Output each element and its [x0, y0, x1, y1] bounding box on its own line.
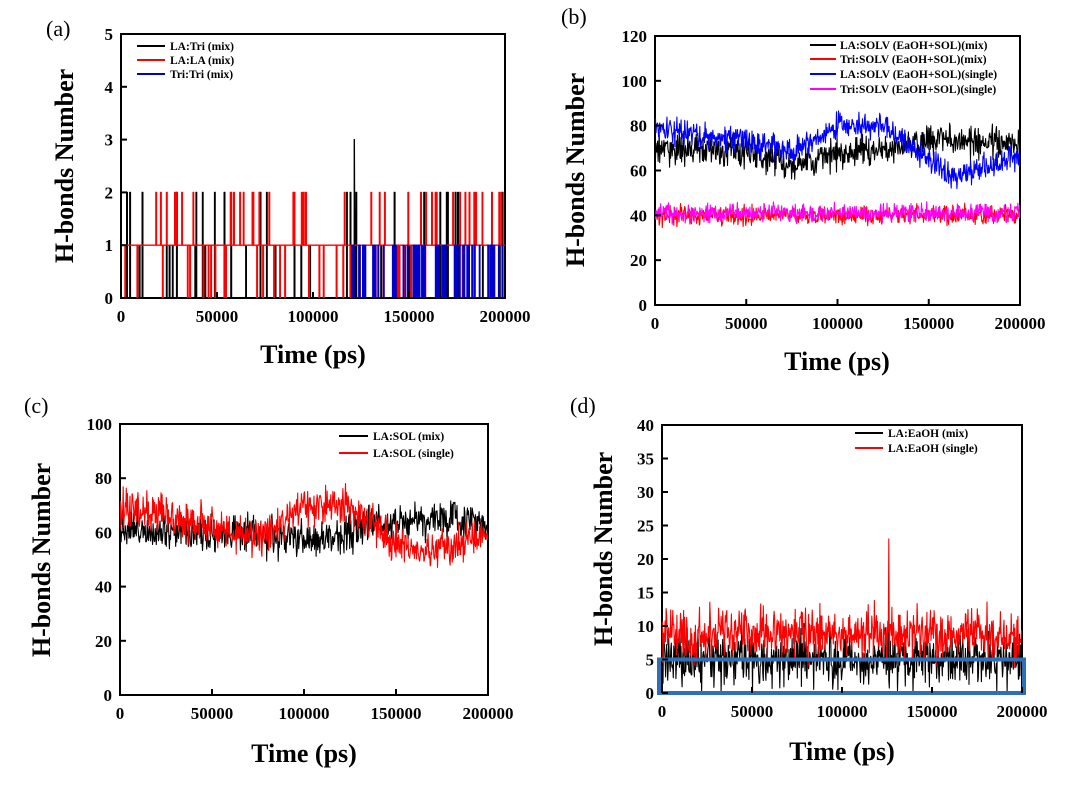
ytick-label-d-7: 35: [637, 450, 654, 469]
panel-a-axes: 0 1 2 3 4 5 0 50000 100000 150000 200000: [105, 25, 531, 326]
xtick-label-c-2: 100000: [279, 704, 330, 723]
ytick-label-c-2: 40: [95, 578, 112, 597]
ytick-label-b-6: 120: [622, 27, 648, 46]
legend-label-c-0: LA:SOL (mix): [373, 431, 444, 443]
legend-label-b-3: Tri:SOLV (EaOH+SOL)(single): [840, 84, 996, 96]
ytick-label-c-5: 100: [87, 415, 113, 434]
ytick-label-b-1: 20: [630, 251, 647, 270]
panel-d: (d) 0 5 10 15 20 25 30 35 40 0 50000 100000 150000 20…: [570, 393, 1048, 766]
ytick-label-d-3: 15: [637, 584, 654, 603]
xtick-label-c-1: 50000: [191, 704, 234, 723]
legend-label-a-0: LA:Tri (mix): [170, 41, 234, 53]
xtick-label-c-4: 200000: [463, 704, 514, 723]
ytick-label-d-4: 20: [637, 550, 654, 569]
panel-c-xlabel: Time (ps): [251, 739, 357, 768]
xtick-label-d-2: 100000: [817, 702, 868, 721]
ytick-label-a-1: 1: [105, 236, 114, 255]
series-line-a-1: [121, 191, 505, 298]
xtick-label-a-0: 0: [117, 307, 126, 326]
legend-label-a-1: LA:LA (mix): [170, 55, 234, 67]
xtick-label-b-2: 100000: [812, 314, 863, 333]
panel-d-ylabel: H-bonds Number: [589, 452, 618, 646]
series-line-b-0: [655, 122, 1020, 180]
xtick-label-b-4: 200000: [995, 314, 1046, 333]
panel-d-series: [662, 538, 1022, 693]
xtick-label-d-0: 0: [658, 702, 667, 721]
ytick-label-b-4: 80: [630, 117, 647, 136]
ytick-label-c-3: 60: [95, 523, 112, 542]
panel-b: (b) 0 20 40 60 80 100 120 0 50000 100000 150000 200…: [561, 4, 1046, 376]
ytick-label-a-5: 5: [105, 25, 114, 44]
panel-c-frame: [119, 423, 489, 696]
series-line-b-3: [655, 201, 1020, 225]
xtick-label-c-0: 0: [116, 704, 125, 723]
xtick-label-d-1: 50000: [731, 702, 774, 721]
panel-a-legend: LA:Tri (mix) LA:LA (mix) Tri:Tri (mix): [137, 41, 234, 81]
panel-d-xlabel: Time (ps): [789, 737, 895, 766]
xtick-label-d-4: 200000: [997, 702, 1048, 721]
xtick-label-a-1: 50000: [196, 307, 239, 326]
panel-c-ylabel: H-bonds Number: [27, 463, 56, 657]
ytick-label-a-2: 2: [105, 183, 114, 202]
panel-c-axes: 0 20 40 60 80 100 0 50000 100000 150000 200000: [87, 415, 514, 723]
panel-a: (a) 0 1 2 3 4 5 0 50000 100000 150000 200000 Time …: [46, 16, 531, 369]
legend-label-b-0: LA:SOLV (EaOH+SOL)(mix): [840, 40, 988, 52]
panel-a-series: [121, 138, 505, 298]
xtick-label-b-3: 150000: [903, 314, 954, 333]
ytick-label-b-3: 60: [630, 162, 647, 181]
ytick-label-d-5: 25: [637, 517, 654, 536]
panel-d-legend: LA:EaOH (mix) LA:EaOH (single): [855, 428, 978, 455]
legend-label-c-1: LA:SOL (single): [373, 448, 454, 460]
ytick-label-d-8: 40: [637, 416, 654, 435]
panel-b-xlabel: Time (ps): [784, 347, 890, 376]
series-line-d-1: [662, 538, 1022, 669]
xtick-label-a-2: 100000: [288, 307, 339, 326]
ytick-label-c-4: 80: [95, 469, 112, 488]
ytick-label-b-5: 100: [622, 72, 648, 91]
xtick-label-a-4: 200000: [480, 307, 531, 326]
series-line-a-0: [121, 138, 505, 298]
series-line-c-1: [120, 482, 488, 569]
ytick-label-b-2: 40: [630, 206, 647, 225]
series-line-d-0: [662, 622, 1022, 693]
legend-label-d-0: LA:EaOH (mix): [888, 428, 968, 440]
panel-c: (c) 0 20 40 60 80 100 0 50000 100000 150000 200000…: [24, 393, 514, 768]
xtick-label-c-3: 150000: [371, 704, 422, 723]
panel-b-series: [655, 110, 1020, 229]
ytick-label-a-4: 4: [105, 78, 114, 97]
xtick-label-b-0: 0: [651, 314, 660, 333]
ytick-label-a-0: 0: [105, 289, 114, 308]
panel-a-ylabel: H-bonds Number: [50, 69, 79, 263]
panel-b-axes: 0 20 40 60 80 100 120 0 50000 100000 150000 200000: [622, 27, 1046, 333]
panel-a-xlabel: Time (ps): [260, 340, 366, 369]
xtick-label-d-3: 150000: [907, 702, 958, 721]
ytick-label-d-0: 0: [646, 684, 655, 703]
panel-b-legend: LA:SOLV (EaOH+SOL)(mix) Tri:SOLV (EaOH+S…: [810, 40, 997, 96]
panel-c-legend: LA:SOL (mix) LA:SOL (single): [339, 431, 454, 460]
series-line-b-2: [655, 110, 1020, 190]
panel-b-label: (b): [561, 4, 587, 29]
ytick-label-d-6: 30: [637, 483, 654, 502]
panel-d-axes: 0 5 10 15 20 25 30 35 40 0 50000 100000 150000 200000: [637, 416, 1048, 721]
legend-label-b-1: Tri:SOLV (EaOH+SOL)(mix): [840, 54, 987, 66]
xtick-label-b-1: 50000: [725, 314, 768, 333]
legend-label-a-2: Tri:Tri (mix): [170, 69, 233, 81]
ytick-label-c-0: 0: [104, 686, 113, 705]
panel-d-label: (d): [570, 393, 596, 418]
panel-a-label: (a): [46, 16, 70, 41]
ytick-label-d-1: 5: [646, 651, 655, 670]
legend-label-d-1: LA:EaOH (single): [888, 443, 978, 455]
ytick-label-a-3: 3: [105, 131, 114, 150]
ytick-label-b-0: 0: [639, 296, 648, 315]
legend-label-b-2: LA:SOLV (EaOH+SOL)(single): [840, 69, 997, 81]
panel-c-label: (c): [24, 393, 48, 418]
panel-b-ylabel: H-bonds Number: [561, 73, 590, 267]
xtick-label-a-3: 150000: [384, 307, 435, 326]
panel-c-series: [120, 482, 488, 569]
ytick-label-c-1: 20: [95, 632, 112, 651]
ytick-label-d-2: 10: [637, 617, 654, 636]
series-line-a-2: [351, 244, 505, 298]
